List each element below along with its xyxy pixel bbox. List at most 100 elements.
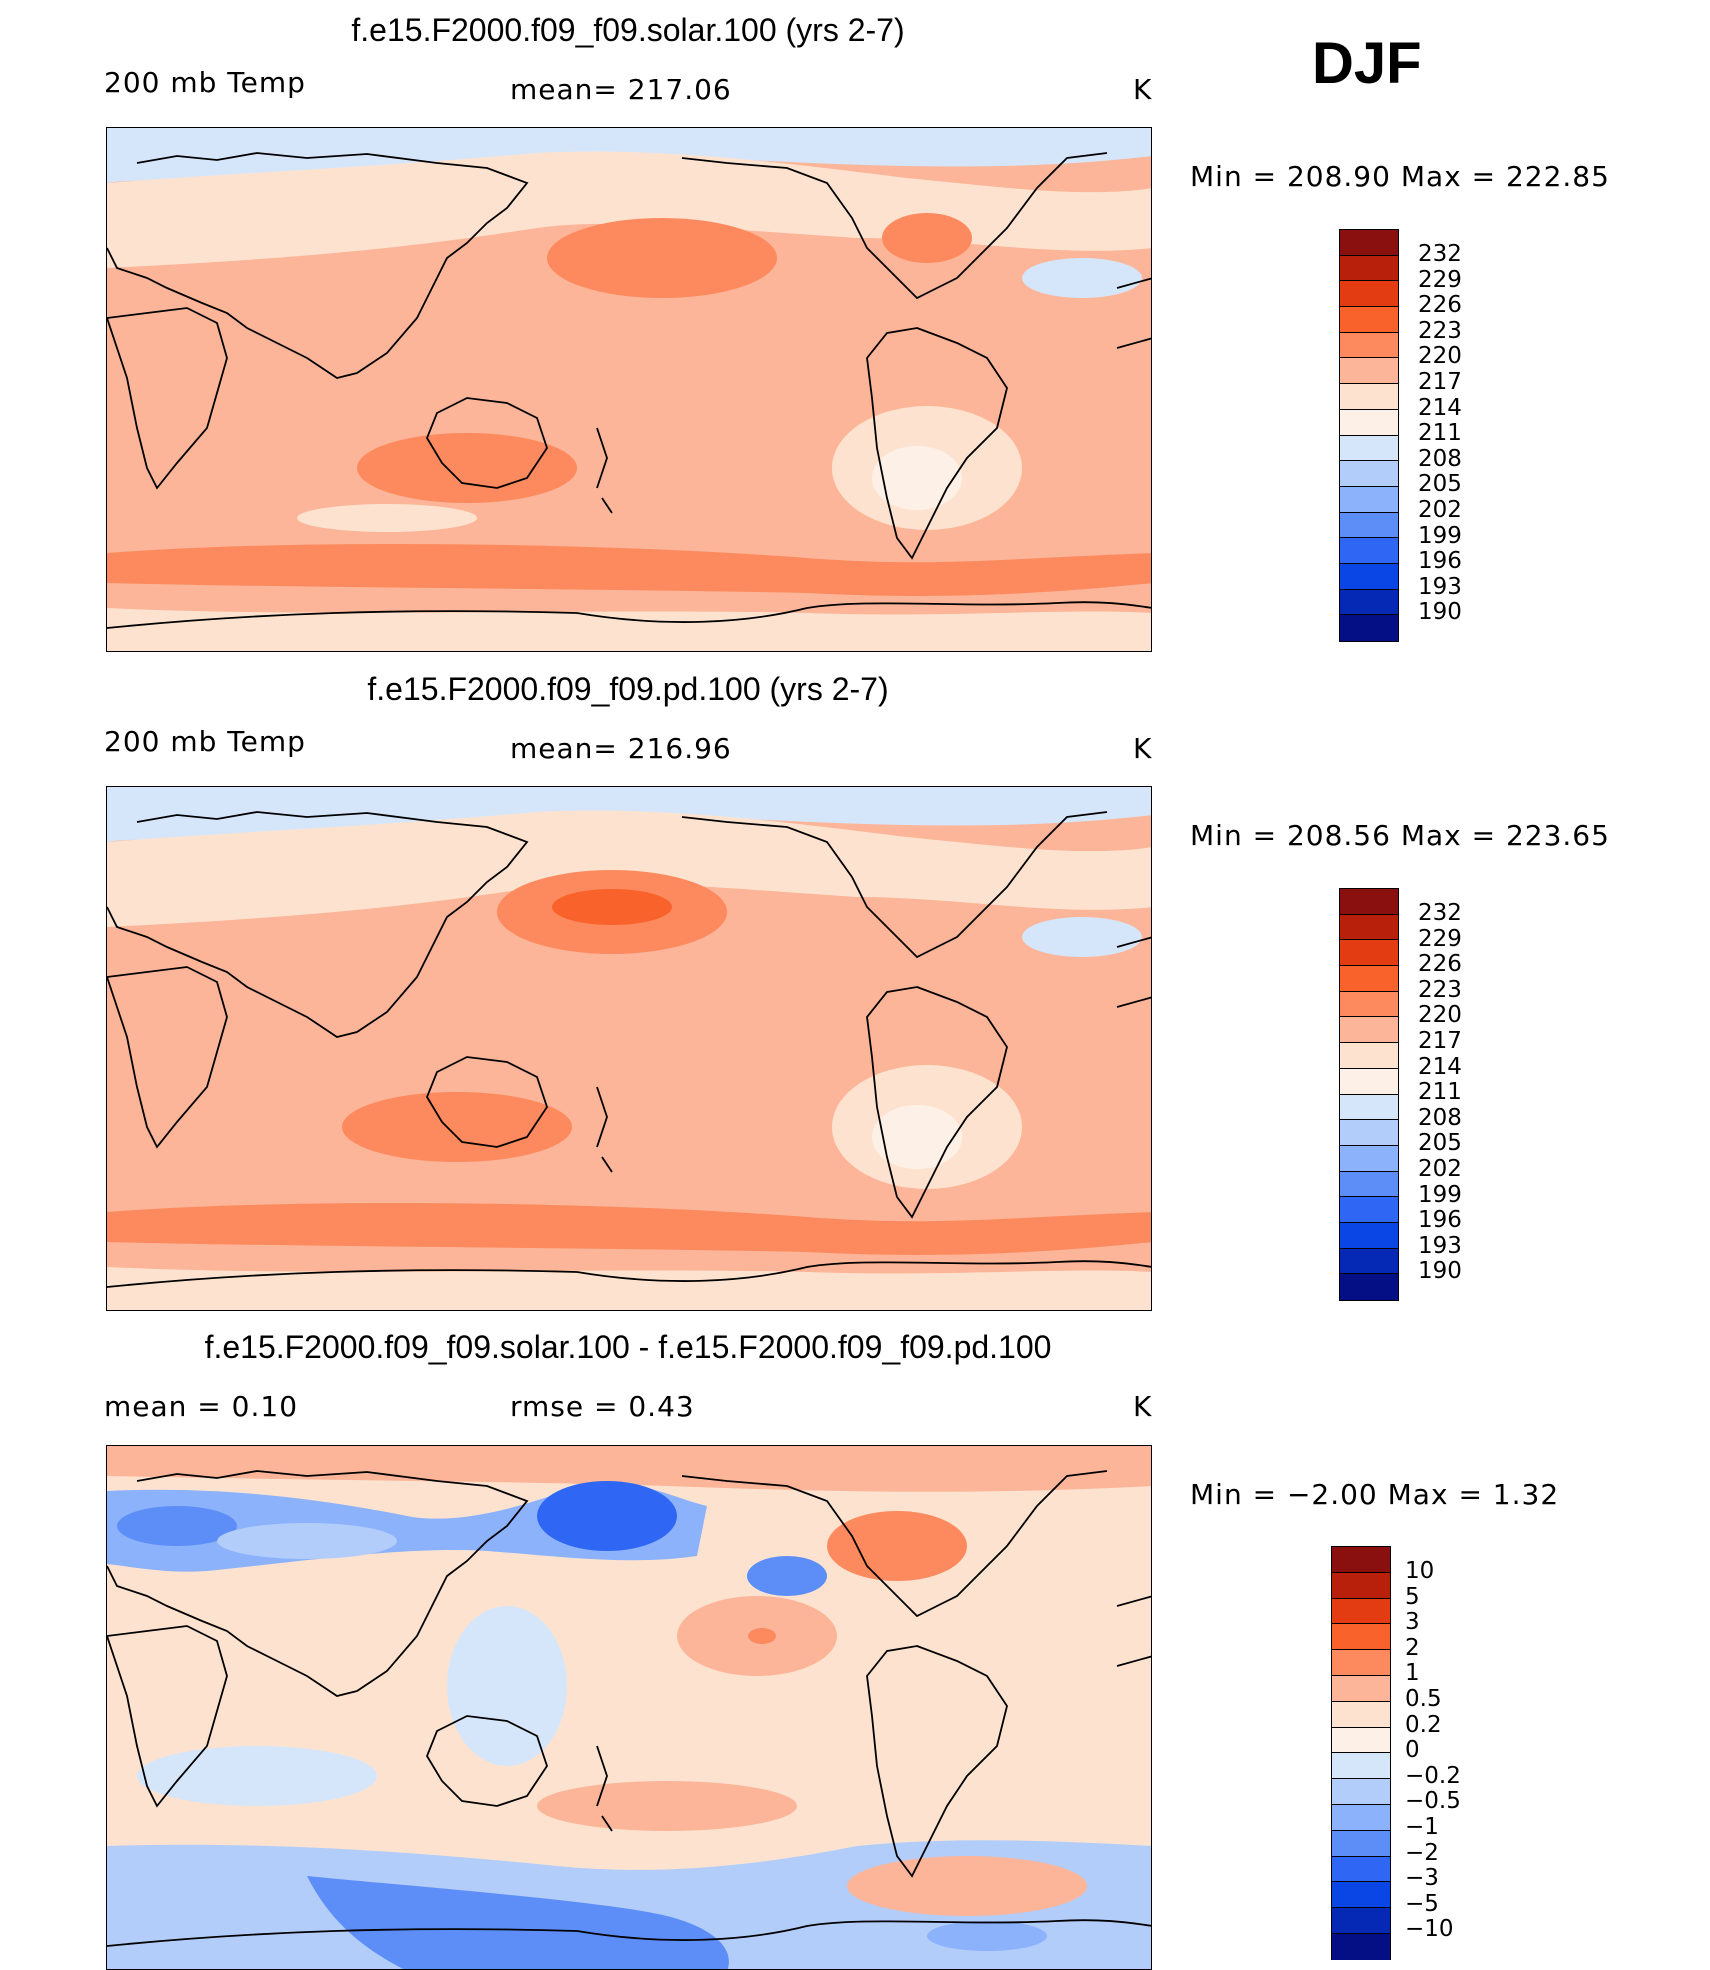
panel2-cbar-swatch-199 xyxy=(1340,1171,1398,1198)
panel3-minmax: Min = −2.00 Max = 1.32 xyxy=(1190,1478,1560,1511)
panel1-colorbar-labels: 232 229 226 223 220 217 214 211 208 205 … xyxy=(1418,241,1462,626)
panel2-cbar-swatch-190 xyxy=(1340,1248,1398,1275)
panel3-cbar-swatch-neg3 xyxy=(1332,1856,1390,1883)
panel3-cbar-label: 10 xyxy=(1405,1558,1435,1584)
panel2-cbar-swatch-223 xyxy=(1340,966,1398,992)
panel1-cbar-swatch-226 xyxy=(1340,281,1398,308)
panel2-units: K xyxy=(1133,732,1153,765)
panel3-cbar-label: −5 xyxy=(1405,1890,1439,1917)
panel2-variable-label: 200 mb Temp xyxy=(104,725,306,758)
panel2-colorbar-labels: 232 229 226 223 220 217 214 211 208 205 … xyxy=(1418,900,1462,1285)
panel1-cbar-swatch-229 xyxy=(1340,255,1398,282)
panel1-cbar-label: 214 xyxy=(1418,394,1462,421)
panel2-mean-label: mean= 216.96 xyxy=(510,732,732,765)
panel2-antarctic-light-band xyxy=(107,1267,1151,1310)
panel3-arctic-warm xyxy=(107,1446,1151,1492)
panel2-cbar-swatch-220 xyxy=(1340,991,1398,1018)
panel1-cbar-label: 193 xyxy=(1418,573,1462,600)
panel3-strong-cold-japan xyxy=(537,1481,677,1551)
panel1-warm-jet-pacific xyxy=(547,218,777,298)
panel2-cbar-swatch-232 xyxy=(1340,889,1398,915)
panel1-cbar-swatch-199 xyxy=(1340,512,1398,539)
panel2-cbar-label: 196 xyxy=(1418,1207,1462,1234)
panel3-cbar-swatch-3 xyxy=(1332,1598,1390,1625)
panel3-cold-maritime xyxy=(447,1606,567,1766)
panel1-colorbar xyxy=(1339,229,1399,642)
panel3-cbar-swatch-neg2 xyxy=(1332,1830,1390,1857)
panel3-cbar-swatch-neg0.2 xyxy=(1332,1753,1390,1780)
panel2-warm-southern-band xyxy=(107,1202,1151,1255)
panel2-minmax: Min = 208.56 Max = 223.65 xyxy=(1190,819,1610,852)
panel3-cbar-swatch-neg10 xyxy=(1332,1908,1390,1934)
panel2-cbar-label: 202 xyxy=(1418,1155,1462,1182)
panel3-cbar-swatch-1 xyxy=(1332,1650,1390,1676)
panel3-colorbar xyxy=(1331,1546,1391,1960)
panel1-cbar-swatch-190 xyxy=(1340,589,1398,616)
panel2-colorbar xyxy=(1339,888,1399,1301)
panel2-cbar-swatch-211 xyxy=(1340,1068,1398,1095)
panel1-cbar-label: 205 xyxy=(1418,471,1462,498)
panel2-cbar-swatch-bottom xyxy=(1340,1274,1398,1300)
panel2-cbar-label: 223 xyxy=(1418,976,1462,1003)
panel1-cbar-label: 202 xyxy=(1418,496,1462,523)
panel2-cbar-label: 220 xyxy=(1418,1002,1462,1029)
panel1-lighter-pacific xyxy=(872,446,962,510)
panel3-cold-nepac xyxy=(747,1556,827,1596)
panel2-lighter-pacific xyxy=(872,1105,962,1169)
panel3-map xyxy=(106,1445,1152,1970)
panel3-colorbar-labels: 10 5 3 2 1 0.5 0.2 0 −0.2 −0.5 −1 −2 −3 … xyxy=(1405,1558,1461,1943)
panel2-cbar-label: 217 xyxy=(1418,1027,1462,1054)
panel1-cbar-label: 196 xyxy=(1418,548,1462,575)
panel3-cbar-swatch-0.5 xyxy=(1332,1675,1390,1702)
panel2-cbar-swatch-193 xyxy=(1340,1222,1398,1249)
panel3-cbar-label: −0.2 xyxy=(1405,1762,1461,1789)
panel2-cbar-label: 208 xyxy=(1418,1104,1462,1131)
panel1-cbar-label: 208 xyxy=(1418,445,1462,472)
panel3-cbar-label: 2 xyxy=(1405,1634,1420,1661)
panel1-warm-australia xyxy=(357,433,577,503)
panel1-cbar-swatch-bottom xyxy=(1340,615,1398,641)
panel1-cbar-swatch-196 xyxy=(1340,538,1398,564)
panel1-cbar-label: 220 xyxy=(1418,343,1462,370)
panel3-cold-southern-core xyxy=(307,1876,729,1969)
panel3-cbar-label: −10 xyxy=(1405,1916,1454,1943)
panel2-warm-australia xyxy=(342,1092,572,1162)
panel1-antarctic-light-band xyxy=(107,608,1151,651)
panel2-cbar-label: 193 xyxy=(1418,1232,1462,1259)
panel2-cold-atlantic xyxy=(1022,917,1142,957)
panel3-cbar-label: 5 xyxy=(1405,1583,1420,1610)
panel3-cbar-label: −3 xyxy=(1405,1865,1439,1892)
panel3-cbar-swatch-0.2 xyxy=(1332,1701,1390,1728)
panel1-cbar-label: 232 xyxy=(1418,241,1462,267)
panel2-cbar-swatch-217 xyxy=(1340,1017,1398,1044)
panel3-warm-south-atlantic xyxy=(847,1856,1087,1916)
panel2-cbar-label: 232 xyxy=(1418,900,1462,926)
panel2-cbar-swatch-208 xyxy=(1340,1094,1398,1121)
panel1-cbar-label: 226 xyxy=(1418,292,1462,319)
panel2-map xyxy=(106,786,1152,1311)
panel2-cbar-swatch-202 xyxy=(1340,1145,1398,1172)
panel3-cbar-label: −0.5 xyxy=(1405,1788,1461,1815)
panel1-cold-atlantic xyxy=(1022,258,1142,298)
panel1-cbar-swatch-220 xyxy=(1340,332,1398,359)
panel2-cbar-label: 211 xyxy=(1418,1079,1462,1106)
panel1-minmax: Min = 208.90 Max = 222.85 xyxy=(1190,160,1610,193)
panel1-cbar-label: 211 xyxy=(1418,420,1462,447)
panel3-warm-hudson xyxy=(827,1511,967,1581)
panel2-coastlines xyxy=(107,811,1151,1288)
panel2-cbar-swatch-196 xyxy=(1340,1197,1398,1223)
panel3-cbar-swatch-neg5 xyxy=(1332,1882,1390,1909)
panel3-cbar-label: −1 xyxy=(1405,1813,1439,1840)
panel1-cbar-swatch-211 xyxy=(1340,409,1398,436)
panel1-cbar-swatch-232 xyxy=(1340,230,1398,256)
panel1-midlat-light-band xyxy=(107,151,1151,268)
panel3-mean-label: mean = 0.10 xyxy=(104,1390,299,1423)
panel2-cbar-label: 214 xyxy=(1418,1053,1462,1080)
panel3-light-cold-europe xyxy=(217,1523,397,1559)
panel1-cbar-swatch-217 xyxy=(1340,358,1398,385)
panel1-cbar-swatch-202 xyxy=(1340,486,1398,513)
panel3-cbar-swatch-5 xyxy=(1332,1572,1390,1599)
panel3-cbar-swatch-2 xyxy=(1332,1624,1390,1651)
panel3-cold-antarctic-spot xyxy=(927,1921,1047,1951)
season-label: DJF xyxy=(1312,31,1422,96)
